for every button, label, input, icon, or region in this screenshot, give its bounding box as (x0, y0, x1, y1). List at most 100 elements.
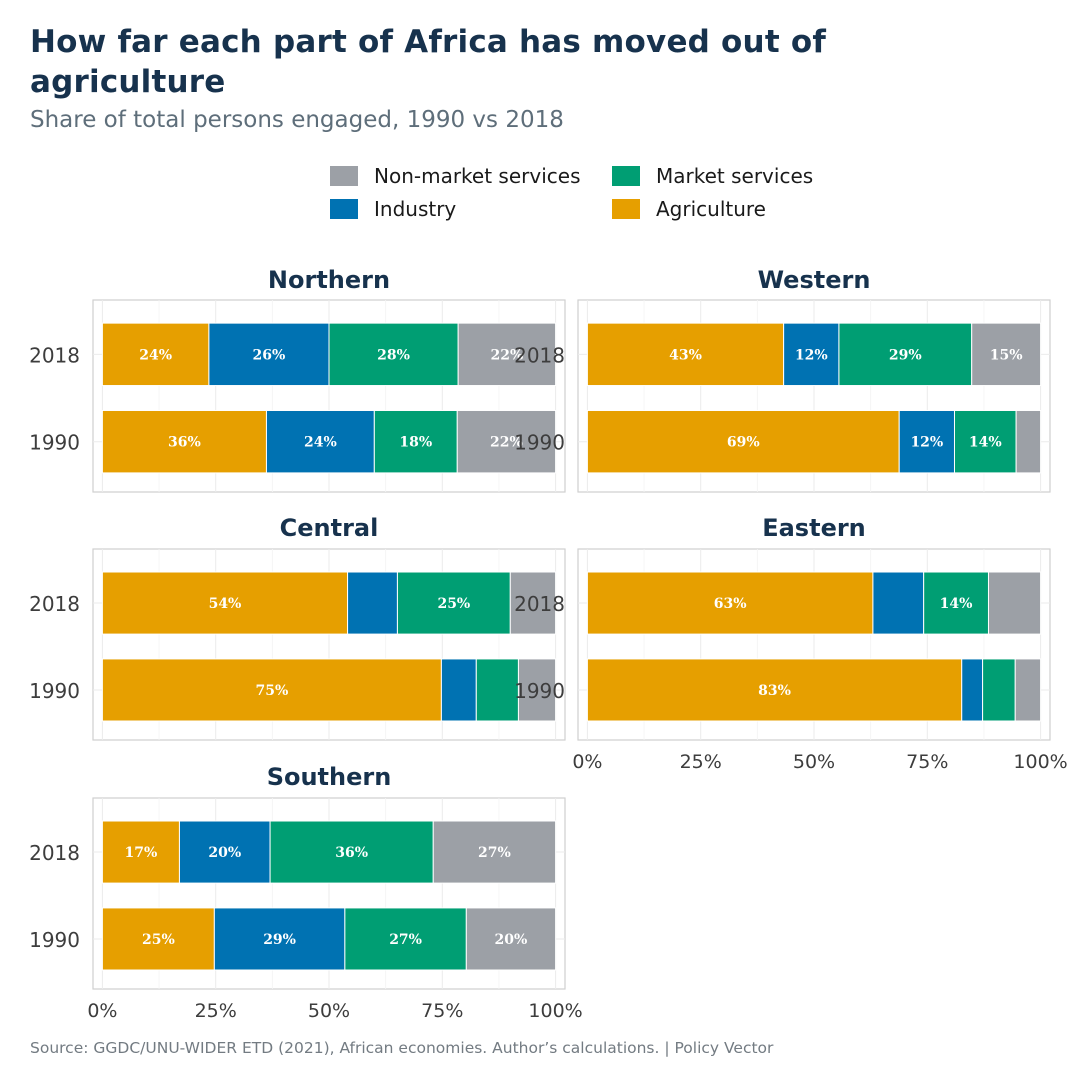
data-label-western-1990-market-services: 14% (969, 435, 1002, 451)
bar-segment-eastern-1990-industry (961, 658, 984, 722)
data-label-eastern-1990-agriculture: 83% (758, 683, 791, 699)
data-label-western-1990-industry: 12% (910, 435, 943, 451)
data-label-northern-2018-industry: 26% (253, 347, 286, 363)
legend-label-agriculture: Agriculture (656, 197, 766, 221)
data-label-western-2018-agriculture: 43% (669, 347, 702, 363)
legend: Non-market services Market services Indu… (330, 163, 890, 227)
bar-segment-eastern-1990-agriculture (586, 658, 963, 722)
x-tick-label-southern: 100% (528, 1000, 582, 1022)
chart-subtitle: Share of total persons engaged, 1990 vs … (30, 107, 564, 133)
legend-item-market-services: Market services (612, 163, 813, 189)
x-tick-label-southern: 25% (195, 1000, 237, 1022)
y-tick-label-eastern-1990: 1990 (514, 679, 565, 703)
data-label-northern-1990-non-market-services: 22% (490, 435, 523, 451)
data-label-central-1990-agriculture: 75% (255, 683, 288, 699)
panel-title-eastern: Eastern (762, 514, 866, 542)
data-label-central-2018-agriculture: 54% (209, 596, 242, 612)
bar-segment-southern-2018-industry (178, 820, 271, 884)
legend-label-non-market-services: Non-market services (374, 164, 581, 188)
data-label-northern-2018-non-market-services: 22% (490, 347, 523, 363)
bar-segment-central-2018-non-market-services (509, 571, 557, 635)
bar-segment-southern-1990-industry (213, 907, 346, 971)
data-label-southern-1990-agriculture: 25% (142, 932, 175, 948)
legend-label-market-services: Market services (656, 164, 814, 188)
bar-segment-eastern-2018-industry (872, 571, 925, 635)
bar-segment-eastern-2018-non-market-services (987, 571, 1042, 635)
y-tick-label-central-1990: 1990 (29, 679, 80, 703)
data-label-northern-1990-agriculture: 36% (168, 435, 201, 451)
data-label-central-2018-market-services: 25% (437, 596, 470, 612)
bar-segment-northern-1990-agriculture (101, 409, 267, 474)
legend-label-industry: Industry (374, 197, 457, 221)
y-tick-label-northern-1990: 1990 (29, 431, 80, 455)
data-label-northern-2018-market-services: 28% (377, 347, 410, 363)
source-note: Source: GGDC/UNU-WIDER ETD (2021), Afric… (30, 1039, 774, 1057)
bar-segment-western-1990-industry (898, 409, 955, 474)
legend-item-non-market-services: Non-market services (330, 163, 580, 189)
bar-segment-western-2018-market-services (838, 322, 973, 387)
x-tick-label-eastern: 100% (1013, 751, 1067, 773)
y-tick-label-western-1990: 1990 (514, 431, 565, 455)
x-tick-label-eastern: 25% (680, 751, 722, 773)
bar-segment-western-2018-non-market-services (971, 322, 1042, 387)
bar-segment-central-1990-agriculture (101, 658, 442, 722)
y-tick-label-central-2018: 2018 (29, 592, 80, 616)
bar-segment-northern-1990-non-market-services (456, 409, 557, 474)
data-label-southern-1990-industry: 29% (263, 932, 296, 948)
data-label-eastern-2018-agriculture: 63% (714, 596, 747, 612)
bar-segment-northern-1990-industry (265, 409, 375, 474)
panel-central: Central 2018 54% 25% 1990 75% (29, 514, 566, 741)
legend-item-industry: Industry (330, 196, 456, 222)
bar-segment-northern-2018-market-services (328, 322, 459, 387)
bar-segment-eastern-2018-market-services (923, 571, 989, 635)
x-tick-label-southern: 75% (421, 1000, 463, 1022)
data-label-southern-2018-market-services: 36% (335, 845, 368, 861)
y-tick-label-southern-1990: 1990 (29, 928, 80, 952)
bar-segment-northern-1990-market-services (373, 409, 458, 474)
bar-segment-northern-2018-agriculture (101, 322, 210, 387)
legend-swatch-non-market-services (330, 166, 358, 186)
bar-segment-southern-2018-agriculture (101, 820, 180, 884)
legend-swatch-agriculture (612, 199, 640, 219)
data-label-southern-2018-industry: 20% (208, 845, 241, 861)
bar-segment-northern-2018-non-market-services (457, 322, 557, 387)
bar-segment-southern-1990-market-services (344, 907, 467, 971)
bar-segment-central-2018-industry (347, 571, 398, 635)
bar-segment-eastern-1990-market-services (982, 658, 1016, 722)
bar-segment-western-1990-agriculture (586, 409, 900, 474)
y-tick-label-western-2018: 2018 (514, 343, 565, 367)
data-label-western-2018-market-services: 29% (889, 347, 922, 363)
bar-segment-western-2018-industry (783, 322, 840, 387)
bar-segment-central-2018-agriculture (101, 571, 349, 635)
data-label-western-2018-non-market-services: 15% (990, 347, 1023, 363)
x-tick-label-southern: 0% (87, 1000, 117, 1022)
panel-title-central: Central (280, 514, 379, 542)
bar-segment-eastern-2018-agriculture (586, 571, 874, 635)
data-label-northern-1990-market-services: 18% (399, 435, 432, 451)
bar-segment-southern-2018-market-services (269, 820, 434, 884)
bar-segment-central-1990-industry (440, 658, 477, 722)
y-tick-label-northern-2018: 2018 (29, 343, 80, 367)
panel-southern: Southern 2018 17% 20% 36% 27% 1990 25% 29% 27% 20%… (29, 763, 583, 1022)
x-tick-label-eastern: 0% (572, 751, 602, 773)
data-label-southern-1990-market-services: 27% (389, 932, 422, 948)
bar-segment-southern-2018-non-market-services (432, 820, 557, 884)
data-label-northern-2018-agriculture: 24% (139, 347, 172, 363)
data-label-southern-2018-non-market-services: 27% (478, 845, 511, 861)
x-tick-label-eastern: 75% (906, 751, 948, 773)
panel-title-northern: Northern (268, 266, 390, 294)
data-label-southern-1990-non-market-services: 20% (495, 932, 528, 948)
bar-segment-southern-1990-non-market-services (465, 907, 557, 971)
panel-title-southern: Southern (267, 763, 392, 791)
legend-swatch-industry (330, 199, 358, 219)
data-label-northern-1990-industry: 24% (304, 435, 337, 451)
bar-segment-eastern-1990-non-market-services (1014, 658, 1042, 722)
data-label-western-1990-agriculture: 69% (727, 435, 760, 451)
data-label-western-2018-industry: 12% (795, 347, 828, 363)
x-tick-label-southern: 50% (308, 1000, 350, 1022)
data-label-eastern-2018-market-services: 14% (940, 596, 973, 612)
x-tick-label-eastern: 50% (793, 751, 835, 773)
legend-item-agriculture: Agriculture (612, 196, 766, 222)
